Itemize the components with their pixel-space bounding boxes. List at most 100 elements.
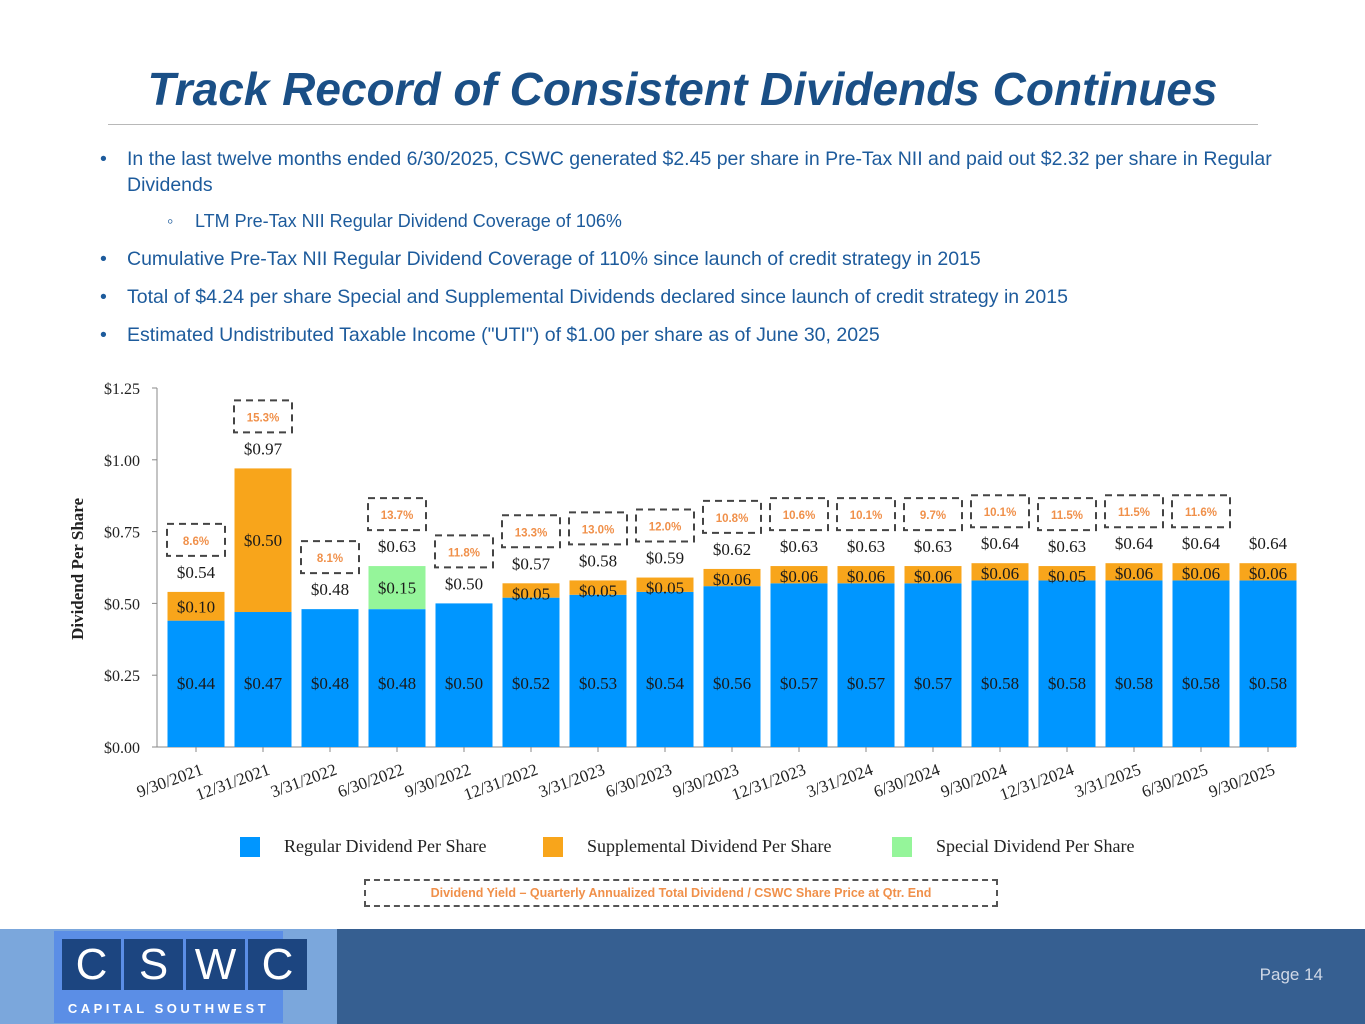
total-label: $0.63 xyxy=(914,537,952,556)
yield-box xyxy=(568,511,628,546)
yield-label: 10.1% xyxy=(850,510,883,522)
yield-note: Dividend Yield – Quarterly Annualized To… xyxy=(364,879,998,907)
y-tick-label: $1.00 xyxy=(104,453,140,470)
data-label: $0.57 xyxy=(914,674,953,693)
bullet: Estimated Undistributed Taxable Income (… xyxy=(100,322,1320,348)
bar-segment xyxy=(1239,563,1297,581)
page-number: Page 14 xyxy=(1259,965,1323,984)
data-label: $0.06 xyxy=(1182,564,1220,583)
bar-segment xyxy=(1038,566,1096,581)
bar-segment xyxy=(904,583,962,747)
total-label: $0.54 xyxy=(177,563,216,582)
bullet: Total of $4.24 per share Special and Sup… xyxy=(100,284,1320,310)
legend-swatch xyxy=(240,836,260,857)
logo-letter: C xyxy=(62,939,121,990)
bullet: Cumulative Pre-Tax NII Regular Dividend … xyxy=(100,246,1320,272)
data-label: $0.50 xyxy=(244,531,282,550)
x-tick-label: 12/31/2023 xyxy=(729,760,808,804)
x-tick-label: 3/31/2025 xyxy=(1072,760,1143,801)
data-label: $0.10 xyxy=(177,597,215,616)
yield-label: 13.7% xyxy=(381,510,414,522)
x-tick-label: 6/30/2024 xyxy=(871,760,943,802)
yield-box xyxy=(903,497,963,532)
y-tick-label: $0.50 xyxy=(104,596,140,613)
total-label: $0.59 xyxy=(646,549,684,568)
total-label: $0.64 xyxy=(1249,534,1288,553)
bar-segment xyxy=(234,612,292,747)
legend-regular: Regular Dividend Per Share xyxy=(240,836,486,857)
logo-letter: C xyxy=(248,939,307,990)
bar-segment xyxy=(770,566,828,584)
data-label: $0.15 xyxy=(378,579,416,598)
bar-segment xyxy=(703,568,761,587)
x-tick-label: 6/30/2023 xyxy=(603,760,674,801)
yield-label: 10.8% xyxy=(716,513,749,525)
bar-segment xyxy=(368,609,426,747)
yield-label: 11.5% xyxy=(1118,507,1150,519)
data-label: $0.57 xyxy=(780,674,819,693)
yield-label: 10.1% xyxy=(984,507,1017,519)
logo-letter: S xyxy=(124,939,183,990)
total-label: $0.50 xyxy=(445,574,483,593)
bar-segment xyxy=(770,583,828,747)
data-label: $0.53 xyxy=(579,674,617,693)
data-label: $0.47 xyxy=(244,674,283,693)
dividend-chart: $0.00 $0.25 $0.50 $0.75 $1.00 $1.25 Dividend P… xyxy=(68,381,1297,805)
data-label: $0.06 xyxy=(1249,564,1287,583)
total-label: $0.64 xyxy=(1182,534,1221,553)
legend-supplemental: Supplemental Dividend Per Share xyxy=(543,836,831,857)
yield-label: 9.7% xyxy=(920,510,946,522)
yield-box xyxy=(501,514,561,549)
yield-label: 13.0% xyxy=(582,524,615,536)
bar-segment xyxy=(1105,580,1163,747)
data-label: $0.06 xyxy=(914,567,952,586)
yield-box xyxy=(769,497,829,532)
legend-label: Regular Dividend Per Share xyxy=(284,836,487,856)
total-label: $0.64 xyxy=(1115,534,1154,553)
data-label: $0.58 xyxy=(1249,674,1287,693)
bar-segment xyxy=(502,583,560,598)
yield-box xyxy=(434,534,494,569)
bar-segment xyxy=(837,566,895,584)
bar-segment xyxy=(1105,563,1163,581)
x-tick-label: 9/30/2022 xyxy=(402,760,473,801)
total-label: $0.63 xyxy=(1048,537,1086,556)
yield-box xyxy=(1037,497,1097,532)
total-label: $0.97 xyxy=(244,439,283,458)
data-label: $0.58 xyxy=(1115,674,1153,693)
yield-label: 11.5% xyxy=(1051,510,1083,522)
total-label: $0.48 xyxy=(311,580,349,599)
bar-segment xyxy=(502,597,560,747)
data-label: $0.48 xyxy=(378,674,416,693)
bar-segment xyxy=(904,566,962,584)
x-tick-label: 6/30/2022 xyxy=(335,760,406,801)
bar-segment xyxy=(167,591,225,621)
yield-label: 11.8% xyxy=(448,547,480,559)
x-tick-label: 3/31/2024 xyxy=(804,760,876,802)
data-label: $0.05 xyxy=(512,584,550,603)
data-label: $0.57 xyxy=(847,674,886,693)
data-label: $0.06 xyxy=(847,567,885,586)
slide-title: Track Record of Consistent Dividends Con… xyxy=(147,63,1218,115)
bar-segment xyxy=(837,583,895,747)
yield-label: 8.1% xyxy=(317,553,343,565)
data-label: $0.54 xyxy=(646,674,685,693)
x-tick-label: 12/31/2024 xyxy=(997,760,1077,805)
footer-logo-panel: C S W C CAPITAL SOUTHWEST xyxy=(0,929,337,1024)
yield-box xyxy=(1171,494,1231,529)
bar-segment xyxy=(703,586,761,747)
bullet-list: In the last twelve months ended 6/30/202… xyxy=(100,146,1320,360)
total-label: $0.63 xyxy=(847,537,885,556)
bar-segment xyxy=(569,594,627,747)
logo-letter: W xyxy=(186,939,245,990)
yield-label: 12.0% xyxy=(649,522,682,534)
x-tick-label: 12/31/2021 xyxy=(193,760,272,804)
data-label: $0.06 xyxy=(981,564,1019,583)
data-label: $0.58 xyxy=(981,674,1019,693)
x-tick-label: 9/30/2025 xyxy=(1206,760,1277,801)
bar-segment xyxy=(301,609,359,747)
yield-label: 15.3% xyxy=(247,412,280,424)
data-label: $0.56 xyxy=(713,674,751,693)
total-label: $0.58 xyxy=(579,551,617,570)
yield-box xyxy=(300,540,360,575)
